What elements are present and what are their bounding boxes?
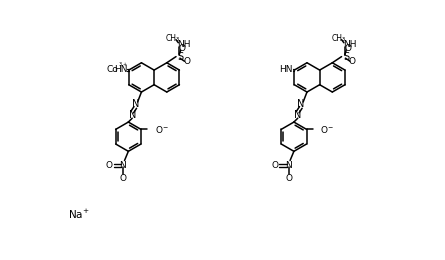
Text: Na$^{+}$: Na$^{+}$ bbox=[68, 208, 89, 221]
Text: O: O bbox=[349, 57, 356, 67]
Text: CH₃: CH₃ bbox=[332, 34, 346, 43]
Text: O: O bbox=[105, 161, 113, 170]
Text: N: N bbox=[294, 110, 301, 120]
Text: O: O bbox=[179, 44, 186, 53]
Text: O: O bbox=[344, 44, 351, 53]
Text: O: O bbox=[271, 161, 278, 170]
Text: S: S bbox=[178, 51, 184, 62]
Text: Co: Co bbox=[106, 65, 118, 74]
Text: S: S bbox=[343, 51, 349, 62]
Text: N: N bbox=[120, 161, 126, 170]
Text: CH₃: CH₃ bbox=[166, 34, 180, 43]
Text: N: N bbox=[297, 99, 304, 109]
Text: NH: NH bbox=[178, 40, 191, 49]
Text: O: O bbox=[119, 174, 126, 183]
Text: O: O bbox=[183, 57, 190, 67]
Text: N: N bbox=[129, 110, 136, 120]
Text: N: N bbox=[285, 161, 292, 170]
Text: O$^{-}$: O$^{-}$ bbox=[320, 124, 334, 135]
Text: O: O bbox=[285, 174, 292, 183]
Text: $^{3+}$: $^{3+}$ bbox=[118, 61, 128, 67]
Text: HN: HN bbox=[114, 65, 127, 74]
Text: HN: HN bbox=[279, 65, 293, 74]
Text: NH: NH bbox=[343, 40, 356, 49]
Text: N: N bbox=[132, 99, 139, 109]
Text: O$^{-}$: O$^{-}$ bbox=[155, 124, 169, 135]
